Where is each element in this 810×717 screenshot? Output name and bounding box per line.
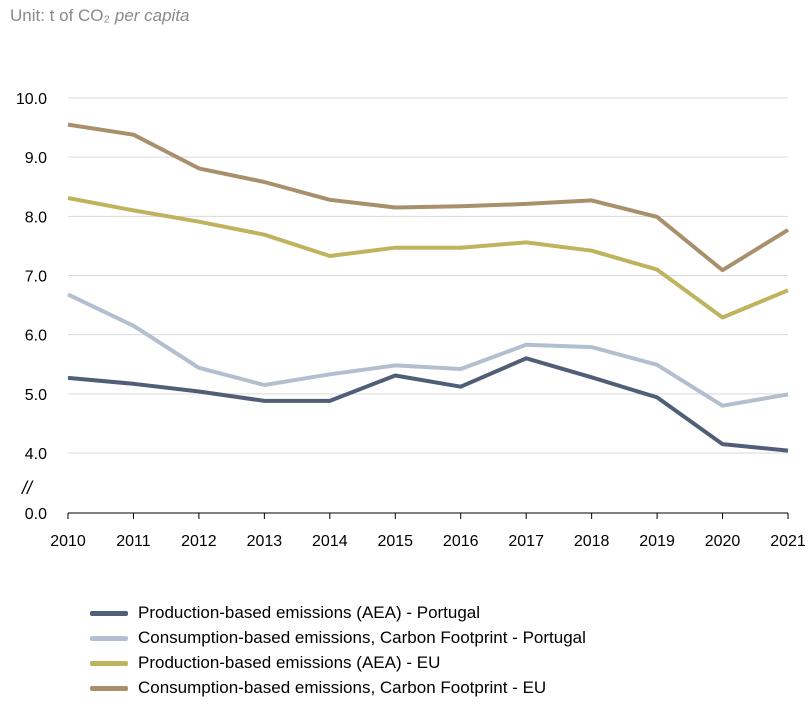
y-tick-label: 8.0 — [25, 209, 47, 226]
x-tick-label: 2010 — [50, 533, 86, 550]
x-tick-label: 2015 — [377, 533, 413, 550]
x-tick-label: 2017 — [508, 533, 544, 550]
y-tick-label: 10.0 — [16, 91, 47, 108]
unit-italic: per capita — [114, 6, 190, 25]
y-tick-label: 5.0 — [25, 387, 47, 404]
legend-label: Consumption-based emissions, Carbon Foot… — [138, 678, 547, 697]
x-tick-label: 2011 — [116, 533, 151, 550]
unit-label: Unit: t of CO₂ per capita — [10, 6, 190, 26]
legend-label: Production-based emissions (AEA) - EU — [138, 653, 441, 672]
axis-break-mark: // — [20, 478, 34, 498]
x-tick-label: 2019 — [639, 533, 675, 550]
series-line-3 — [67, 122, 790, 273]
legend-label: Consumption-based emissions, Carbon Foot… — [138, 628, 586, 647]
y-tick-label: 4.0 — [25, 446, 47, 463]
legend-label: Production-based emissions (AEA) - Portu… — [138, 603, 481, 622]
series-line-2 — [67, 196, 789, 320]
legend-item: Production-based emissions (AEA) - Portu… — [90, 602, 480, 624]
x-tick-label: 2013 — [247, 533, 283, 550]
legend-item: Production-based emissions (AEA) - EU — [90, 652, 440, 674]
y-tick-label: 6.0 — [25, 328, 47, 345]
series-line-0 — [67, 356, 789, 453]
x-tick-label: 2018 — [574, 533, 610, 550]
x-tick-label: 2020 — [705, 533, 741, 550]
legend-swatch — [90, 685, 128, 691]
y-tick-label: 0.0 — [25, 506, 47, 523]
x-tick-label: 2014 — [312, 533, 348, 550]
legend-swatch — [90, 610, 128, 616]
legend-item: Consumption-based emissions, Carbon Foot… — [90, 627, 586, 649]
legend-swatch — [90, 635, 128, 641]
y-tick-label: 9.0 — [25, 150, 47, 167]
y-tick-label: 7.0 — [25, 269, 47, 286]
x-axis: 2010 2011 2012 2013 2014 2015 2016 2017 2018 2019… — [50, 512, 806, 550]
x-tick-label: 2021 — [770, 533, 806, 550]
unit-prefix: Unit: t of CO₂ — [10, 6, 115, 25]
legend-item: Consumption-based emissions, Carbon Foot… — [90, 677, 546, 699]
series-lines — [67, 122, 790, 453]
series-line-1 — [67, 292, 789, 408]
x-tick-label: 2012 — [181, 533, 217, 550]
x-tick-label: 2016 — [443, 533, 479, 550]
legend-swatch — [90, 660, 128, 666]
y-axis-ticks: 10.0 9.0 8.0 7.0 6.0 5.0 4.0 0.0 — [16, 91, 47, 523]
gridlines — [68, 97, 788, 454]
